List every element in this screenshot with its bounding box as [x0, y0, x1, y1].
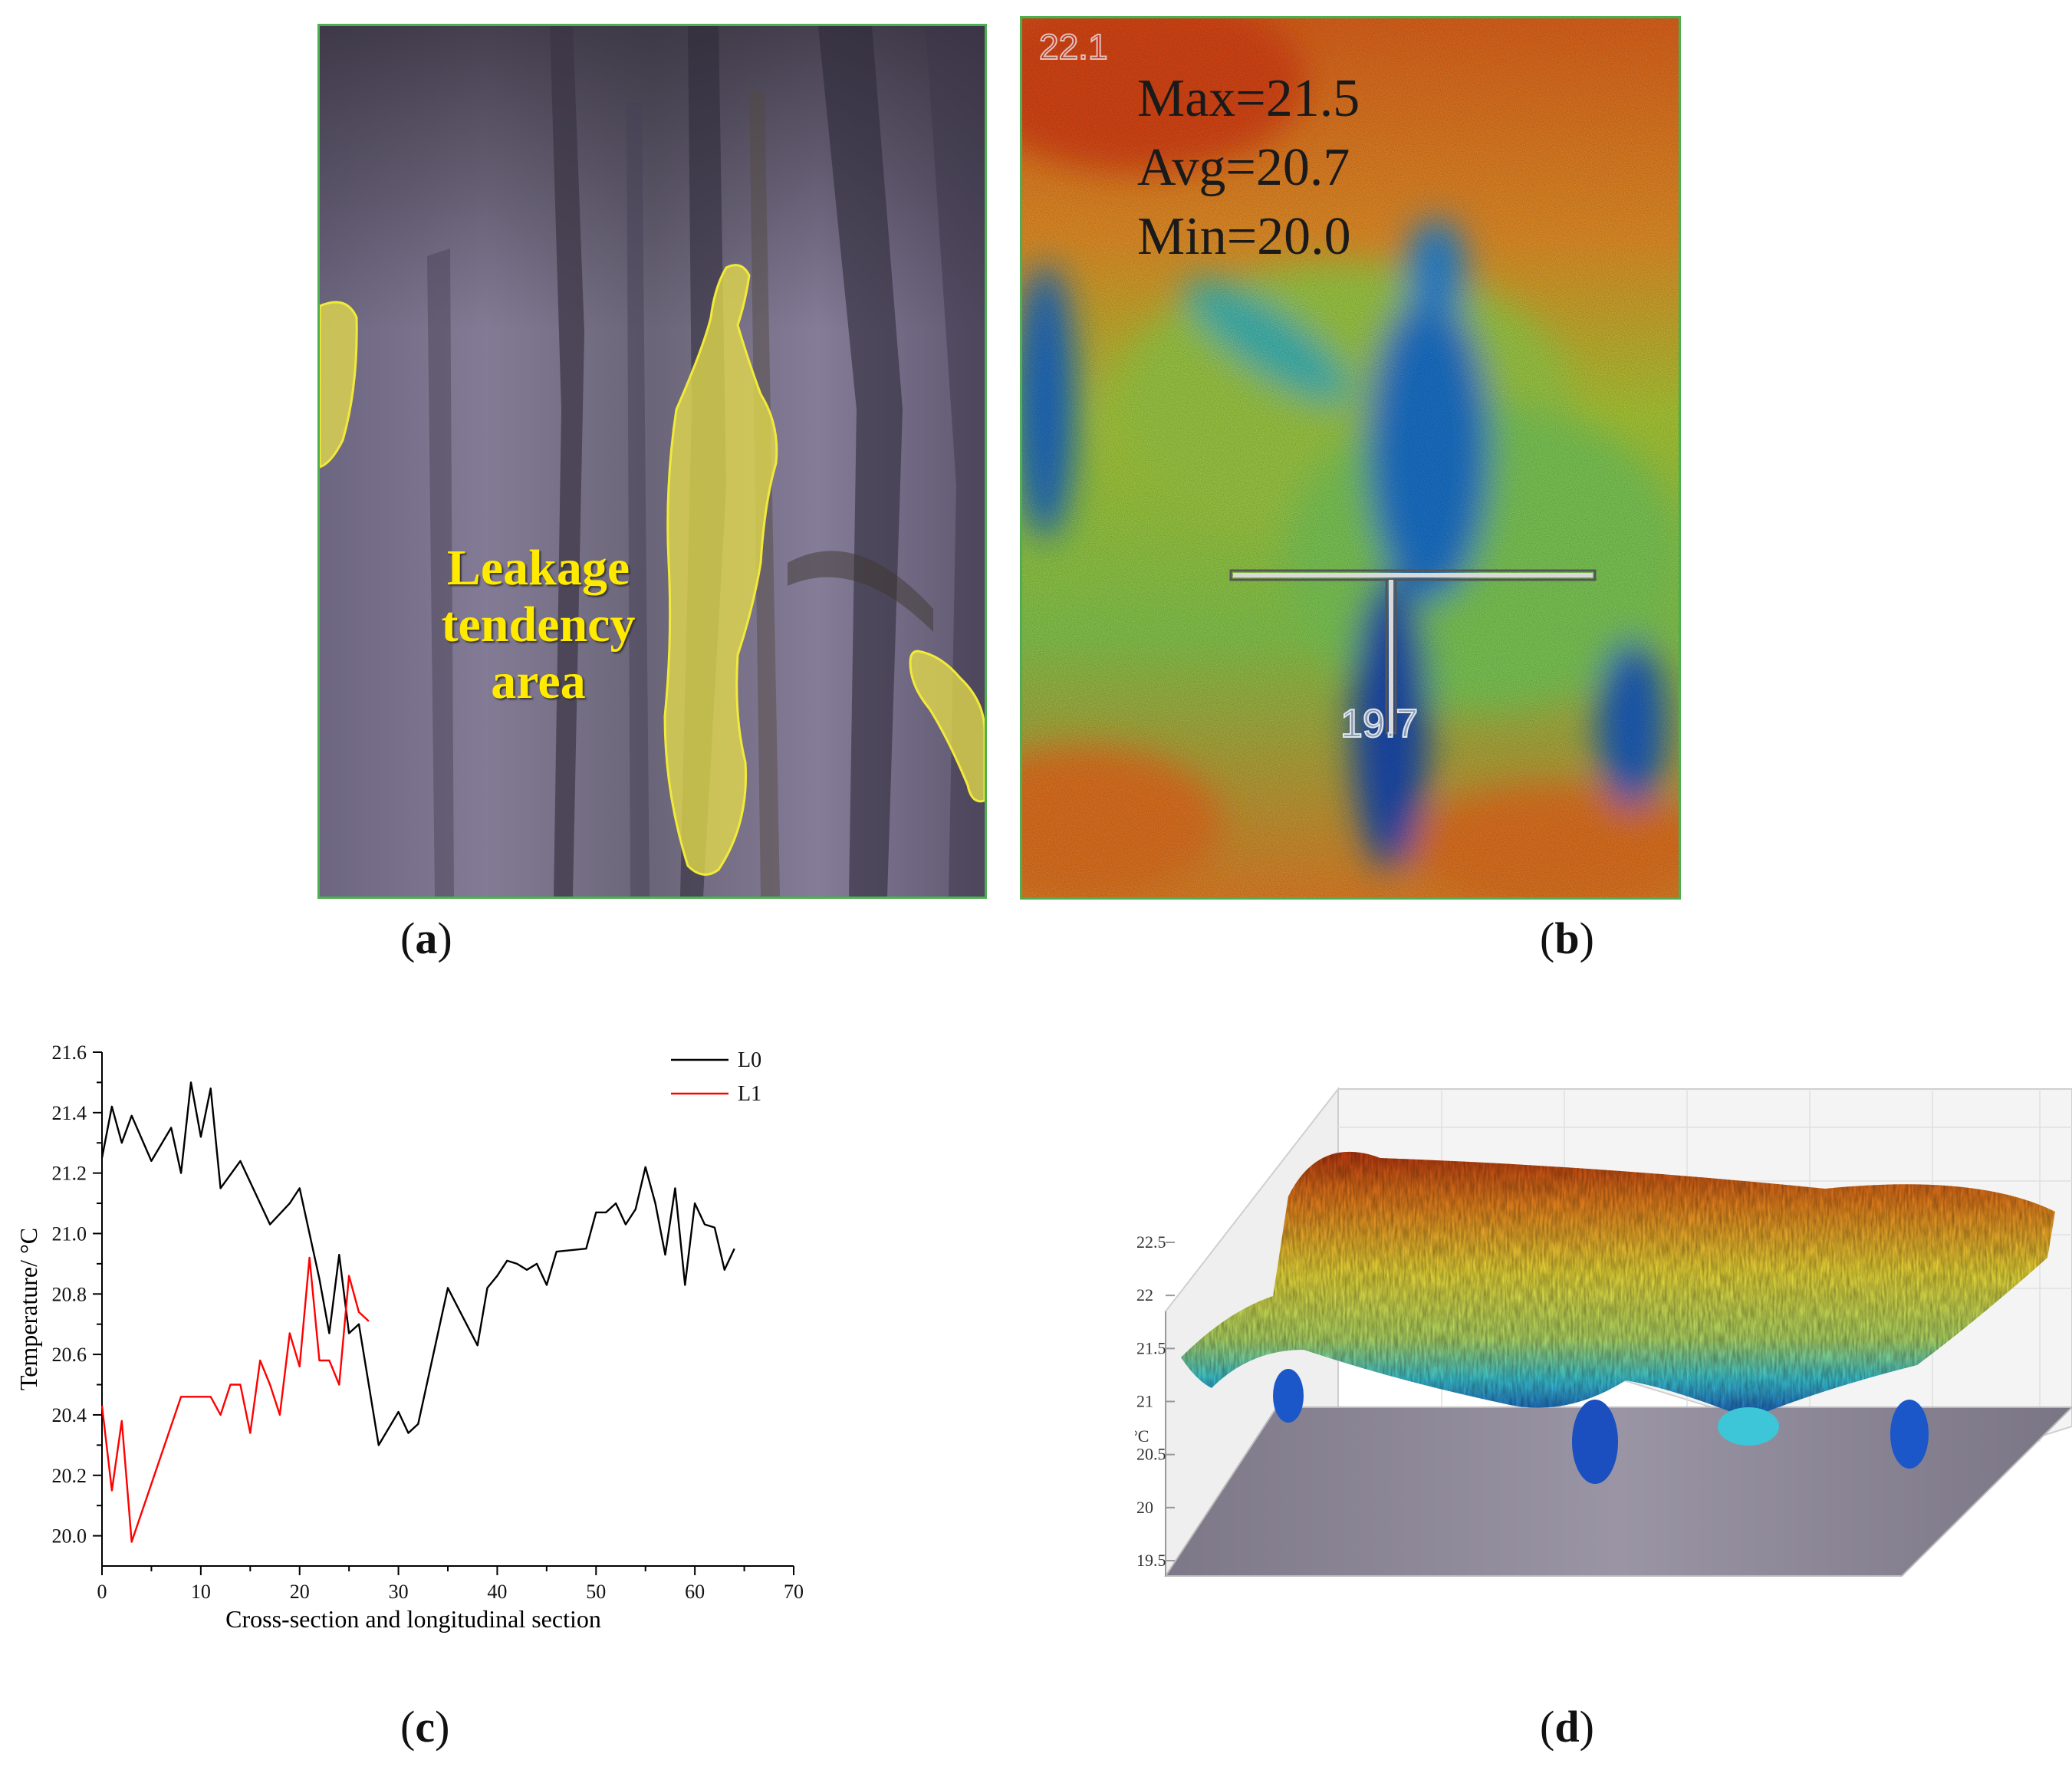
x-tick-label: 30 [389, 1581, 409, 1603]
caption-b: (b) [1540, 913, 1594, 963]
z-tick-label: 22.5 [1136, 1232, 1166, 1252]
chart-ticks: 0 10 20 30 40 50 60 70 20.0 20.2 20.4 20.6 20.8 21.0 2… [52, 1041, 804, 1603]
lining-photo [320, 26, 985, 897]
z-tick-label: 20.5 [1136, 1445, 1166, 1464]
caption-c-letter: c [415, 1702, 436, 1752]
y-tick-label: 21.2 [52, 1163, 87, 1185]
temperature-surface-plot: 22.5 22 21.5 21 20.5 20 19.5 °C [1135, 1087, 2072, 1578]
x-tick-label: 50 [586, 1581, 606, 1603]
x-tick-label: 60 [685, 1581, 705, 1603]
stat-avg: Avg=20.7 [1137, 138, 1350, 197]
stat-min: Min=20.0 [1137, 207, 1351, 266]
series-line-L1 [100, 1256, 370, 1543]
stat-max: Max=21.5 [1137, 69, 1360, 128]
caption-b-letter: b [1554, 913, 1580, 963]
temperature-line-chart: 0 10 20 30 40 50 60 70 20.0 20.2 20.4 20.6 20.8 21.0 2… [15, 1041, 804, 1633]
line-chart-panel-c: 0 10 20 30 40 50 60 70 20.0 20.2 20.4 20.6 20.8 21.0 2… [0, 989, 828, 1641]
x-tick-label: 40 [487, 1581, 507, 1603]
thermal-panel-b: 22.1 Max=21.5 Avg=20.7 Min=20.0 19.7 [1020, 16, 1681, 900]
spot-temperature-readout: 19.7 [1340, 701, 1419, 747]
caption-c: (c) [400, 1702, 450, 1752]
series-line-L0 [100, 1081, 735, 1446]
surface-z-ticks: 22.5 22 21.5 21 20.5 20 19.5 [1136, 1232, 1175, 1570]
y-tick-label: 21.6 [52, 1041, 87, 1064]
x-tick-label: 20 [290, 1581, 310, 1603]
annotation-line-3: area [491, 653, 586, 709]
x-tick-label: 70 [784, 1581, 804, 1603]
x-tick-label: 0 [97, 1581, 107, 1603]
y-axis-label: Temperature/ °C [15, 1228, 42, 1390]
z-tick-label: 21.5 [1136, 1338, 1166, 1357]
leakage-annotation: Leakage tendency area [412, 540, 665, 710]
y-tick-label: 20.0 [52, 1525, 87, 1548]
z-tick-label: 19.5 [1136, 1551, 1166, 1570]
caption-a: (a) [400, 913, 452, 963]
z-tick-label: 21 [1136, 1392, 1153, 1411]
z-tick-label: 22 [1136, 1285, 1153, 1304]
legend-label-L0: L0 [738, 1048, 761, 1072]
y-tick-label: 21.4 [52, 1102, 87, 1124]
chart-series-lines [100, 1081, 735, 1543]
thermal-stats: Max=21.5 Avg=20.7 Min=20.0 [1137, 64, 1360, 271]
surface-panel-d: 22.5 22 21.5 21 20.5 20 19.5 °C [1135, 1058, 2072, 1626]
thermal-image [1022, 18, 1679, 897]
caption-d: (d) [1540, 1702, 1594, 1752]
annotation-line-1: Leakage [446, 540, 630, 596]
y-tick-label: 20.8 [52, 1283, 87, 1305]
corner-temperature-readout: 22.1 [1038, 26, 1109, 67]
chart-axes [101, 1052, 794, 1567]
y-tick-label: 20.4 [52, 1404, 87, 1426]
legend-label-L1: L1 [738, 1082, 761, 1106]
y-tick-label: 21.0 [52, 1222, 87, 1245]
surface-unit-label: °C [1135, 1426, 1149, 1446]
x-tick-label: 10 [191, 1581, 211, 1603]
x-axis-label: Cross-section and longitudinal section [225, 1605, 601, 1633]
caption-d-letter: d [1554, 1702, 1580, 1752]
photo-panel-a: Leakage tendency area [317, 24, 987, 899]
z-tick-label: 20 [1136, 1498, 1153, 1517]
annotation-line-2: tendency [441, 597, 636, 653]
y-tick-label: 20.2 [52, 1465, 87, 1487]
y-tick-label: 20.6 [52, 1344, 87, 1366]
caption-a-letter: a [415, 913, 438, 963]
